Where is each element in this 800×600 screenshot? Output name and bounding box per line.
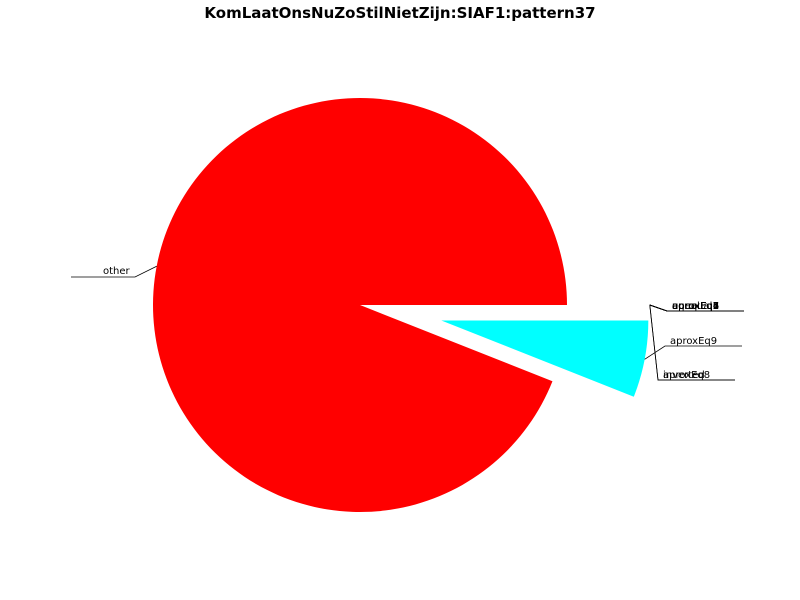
slice-label-equal: equal [672,301,700,312]
slice-label-aproxeq4: aproxEq4 [672,301,719,312]
slice-label-inverted: inverted [663,370,705,381]
slice-label-aproxeq6: aproxEq6 [672,301,719,312]
leader-line-other [71,265,157,278]
slice-label-aproxeq9: aproxEq9 [670,336,717,347]
chart-title: KomLaatOnsNuZoStilNietZijn:SIAF1:pattern… [204,4,595,22]
slice-label-aproxeq3: aproxEq3 [672,301,719,312]
leader-line-aproxeq9 [644,345,742,360]
slice-label-aproxeq8: aproxEq8 [663,370,710,381]
slice-label-other: other [103,266,131,277]
slice-label-aproxeq5: aproxEq5 [672,301,719,312]
pie-labels: other aproxEq9 aproxEq8 aproxEq1unequalequa… [71,265,744,381]
pie-slice-other [153,97,567,512]
slice-label-unequal: unequal [672,301,712,312]
leader-line-aproxeq7 [649,304,744,312]
pie-slice-aproxeq9 [441,320,649,397]
slice-label-aproxeq7: aproxEq7 [672,301,719,312]
slice-label-aproxeq2: aproxEq2 [672,301,719,312]
leader-line-inverted [649,304,735,381]
pie-slices [153,97,649,512]
slice-label-aproxeq1: aproxEq1 [672,301,719,312]
